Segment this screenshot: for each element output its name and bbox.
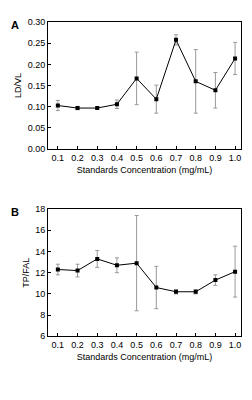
svg-text:TP/FAL: TP/FAL xyxy=(21,258,31,288)
svg-text:14: 14 xyxy=(35,247,45,257)
svg-text:Standards Concentration (mg/mL: Standards Concentration (mg/mL) xyxy=(77,165,213,175)
svg-text:B: B xyxy=(11,206,19,218)
svg-text:0.05: 0.05 xyxy=(28,123,46,133)
svg-text:1.0: 1.0 xyxy=(229,153,242,163)
svg-text:0.00: 0.00 xyxy=(28,144,46,154)
svg-text:0.15: 0.15 xyxy=(28,81,46,91)
svg-text:16: 16 xyxy=(35,225,45,235)
svg-text:0.8: 0.8 xyxy=(189,153,202,163)
svg-text:0.10: 0.10 xyxy=(28,102,46,112)
svg-text:8: 8 xyxy=(40,310,45,320)
svg-text:0.1: 0.1 xyxy=(52,340,65,350)
svg-text:0.6: 0.6 xyxy=(150,340,163,350)
svg-text:0.25: 0.25 xyxy=(28,38,46,48)
svg-text:0.9: 0.9 xyxy=(209,340,222,350)
svg-text:0.3: 0.3 xyxy=(91,340,104,350)
svg-text:0.6: 0.6 xyxy=(150,153,163,163)
svg-text:0.1: 0.1 xyxy=(52,153,65,163)
svg-text:18: 18 xyxy=(35,204,45,214)
svg-text:0.8: 0.8 xyxy=(189,340,202,350)
svg-text:0.7: 0.7 xyxy=(170,340,183,350)
svg-text:0.2: 0.2 xyxy=(71,340,84,350)
svg-text:0.5: 0.5 xyxy=(130,153,143,163)
svg-text:0.2: 0.2 xyxy=(71,153,84,163)
svg-text:0.20: 0.20 xyxy=(28,60,46,70)
svg-text:Standards Concentration (mg/mL: Standards Concentration (mg/mL) xyxy=(77,352,213,362)
svg-text:6: 6 xyxy=(40,331,45,341)
svg-text:LD/VL: LD/VL xyxy=(13,73,23,98)
svg-text:1.0: 1.0 xyxy=(229,340,242,350)
svg-text:0.3: 0.3 xyxy=(91,153,104,163)
svg-text:0.7: 0.7 xyxy=(170,153,183,163)
svg-text:0.9: 0.9 xyxy=(209,153,222,163)
svg-text:0.4: 0.4 xyxy=(111,153,124,163)
svg-text:10: 10 xyxy=(35,289,45,299)
svg-text:0.30: 0.30 xyxy=(28,17,46,27)
svg-text:12: 12 xyxy=(35,268,45,278)
svg-text:0.4: 0.4 xyxy=(111,340,124,350)
svg-text:0.5: 0.5 xyxy=(130,340,143,350)
svg-text:A: A xyxy=(11,19,19,31)
